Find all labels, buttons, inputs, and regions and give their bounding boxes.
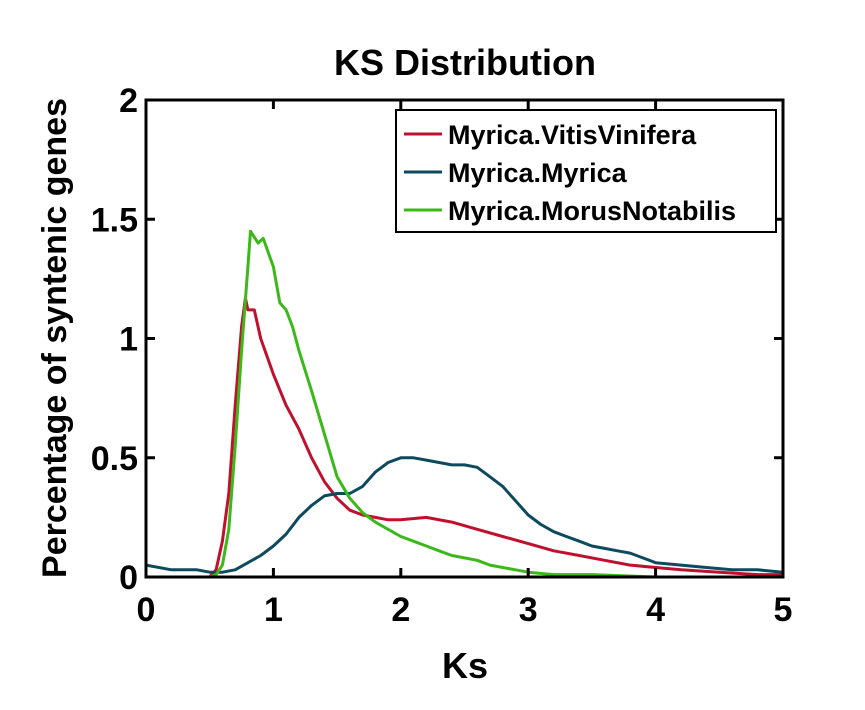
x-tick-label: 5 (774, 591, 793, 629)
y-axis-label: Percentage of syntenic genes (36, 98, 74, 578)
y-tick-label: 0.5 (91, 440, 138, 478)
legend-label: Myrica.Myrica (448, 158, 628, 188)
chart-title: KS Distribution (334, 42, 596, 83)
series-line-2 (145, 456, 784, 574)
x-tick-label: 2 (391, 591, 410, 629)
y-tick-label: 0 (119, 559, 138, 597)
legend-label: Myrica.VitisVinifera (448, 120, 697, 150)
legend-box (395, 109, 777, 233)
x-tick-label: 4 (646, 591, 665, 629)
x-tick-label: 0 (137, 591, 156, 629)
x-tick-label: 1 (264, 591, 283, 629)
x-tick-label: 3 (519, 591, 538, 629)
y-tick-label: 2 (119, 82, 138, 120)
y-tick-label: 1.5 (91, 201, 138, 239)
series-line-3 (209, 229, 783, 579)
legend-label: Myrica.MorusNotabilis (448, 196, 736, 226)
y-tick-label: 1 (119, 321, 138, 359)
x-axis-label: Ks (442, 645, 488, 686)
series-layer (145, 229, 784, 579)
ticks-layer: 0 1 2 3 4 5 0 0.5 1 1.5 2 (91, 82, 793, 629)
legend: Myrica.VitisVinifera Myrica.Myrica Myrica.… (395, 109, 777, 233)
plot-area-frame (144, 98, 785, 579)
